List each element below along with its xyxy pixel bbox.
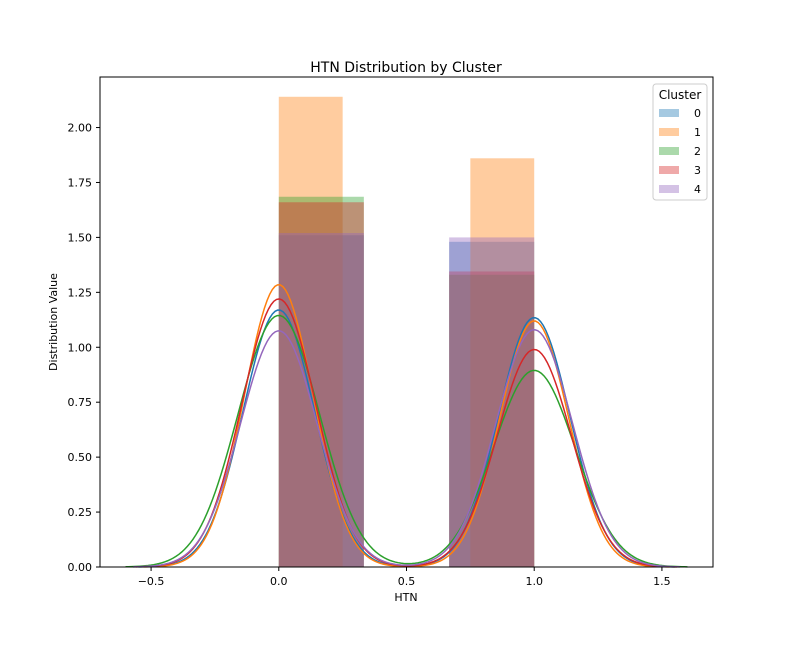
legend-label-2: 2 <box>694 145 701 158</box>
kde-line-cluster-2 <box>125 314 688 568</box>
y-tick-label: 0.25 <box>68 506 93 519</box>
legend-swatch-3 <box>659 166 679 174</box>
bar-cluster-4-0 <box>278 233 364 567</box>
legend-swatch-0 <box>659 109 679 117</box>
legend-box <box>652 83 708 201</box>
bar-cluster-0-1 <box>449 241 535 567</box>
chart-title: HTN Distribution by Cluster <box>310 60 502 76</box>
x-tick-label: 1.0 <box>525 575 543 588</box>
y-tick-label: 0.00 <box>68 561 93 574</box>
histogram-bars <box>278 96 535 567</box>
x-tick-label: 0.5 <box>398 575 416 588</box>
y-tick-label: 0.50 <box>68 451 93 464</box>
bar-cluster-1-0 <box>278 96 343 567</box>
y-axis-ticks: 0.00 0.25 0.50 0.75 1.00 1.25 1.50 1.75 2.00 <box>68 122 100 574</box>
bar-cluster-3-1 <box>449 271 535 567</box>
x-axis-label: HTN <box>394 591 417 604</box>
bar-cluster-2-1 <box>449 274 535 567</box>
legend-label-4: 4 <box>694 183 701 196</box>
x-tick-label: 0.0 <box>270 575 288 588</box>
bar-cluster-4-1 <box>449 237 535 567</box>
legend-swatch-2 <box>659 147 679 155</box>
legend-label-0: 0 <box>694 107 701 120</box>
x-tick-label: −0.5 <box>138 575 165 588</box>
x-axis-ticks: −0.5 0.0 0.5 1.0 1.5 <box>138 567 671 588</box>
y-tick-label: 1.00 <box>68 341 93 354</box>
kde-line-cluster-4 <box>133 328 680 568</box>
kde-curves <box>125 284 688 568</box>
legend: Cluster 0 1 2 3 4 <box>652 83 708 201</box>
bar-cluster-2-0 <box>278 196 364 567</box>
y-tick-label: 0.75 <box>68 396 93 409</box>
y-tick-label: 1.75 <box>68 176 93 189</box>
y-tick-label: 1.25 <box>68 286 93 299</box>
legend-title: Cluster <box>659 88 702 102</box>
bar-cluster-3-0 <box>278 202 364 567</box>
y-axis-label: Distribution Value <box>47 273 60 371</box>
x-tick-label: 1.5 <box>653 575 671 588</box>
legend-label-3: 3 <box>694 164 701 177</box>
bar-cluster-1-1 <box>470 158 535 567</box>
y-tick-label: 2.00 <box>68 122 93 135</box>
y-tick-label: 1.50 <box>68 231 93 244</box>
legend-swatch-1 <box>659 128 679 136</box>
legend-label-1: 1 <box>694 126 701 139</box>
legend-swatch-4 <box>659 185 679 193</box>
